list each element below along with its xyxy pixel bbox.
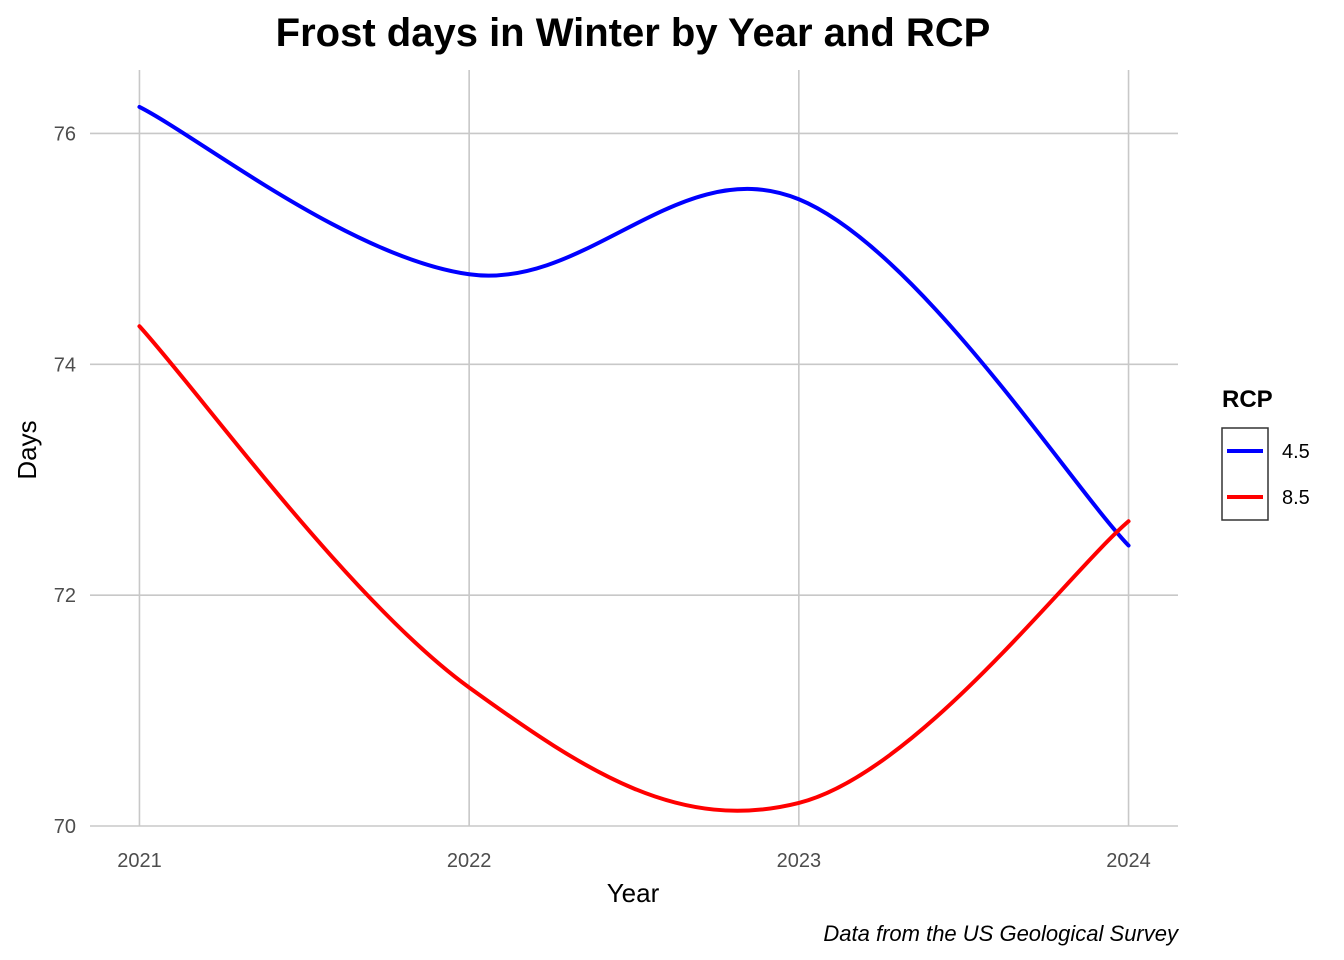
y-tick-label: 74	[54, 354, 76, 376]
legend-label-4-5: 4.5	[1282, 441, 1310, 463]
legend-key-box	[1221, 427, 1269, 521]
legend-label-8-5: 8.5	[1282, 487, 1310, 509]
x-tick-label: 2022	[447, 850, 492, 872]
y-axis-title: Days	[12, 420, 42, 479]
x-tick-label: 2024	[1106, 850, 1151, 872]
series-line-4-5	[137, 104, 1131, 548]
tick-labels: 70 72 74 76 2021 2022 2023 2024	[54, 123, 1151, 872]
chart-caption: Data from the US Geological Survey	[823, 921, 1180, 946]
x-tick-label: 2021	[117, 850, 162, 872]
gridlines	[90, 70, 1178, 827]
y-tick-label: 70	[54, 816, 76, 838]
series-line-8-5	[137, 324, 1131, 813]
x-tick-label: 2023	[777, 850, 822, 872]
chart-title: Frost days in Winter by Year and RCP	[276, 11, 991, 55]
series-lines	[137, 104, 1131, 813]
legend-title: RCP	[1222, 386, 1273, 413]
y-tick-label: 76	[54, 123, 76, 145]
x-axis-title: Year	[607, 878, 660, 908]
legend: RCP 4.5 8.5	[1221, 386, 1310, 521]
y-tick-label: 72	[54, 585, 76, 607]
